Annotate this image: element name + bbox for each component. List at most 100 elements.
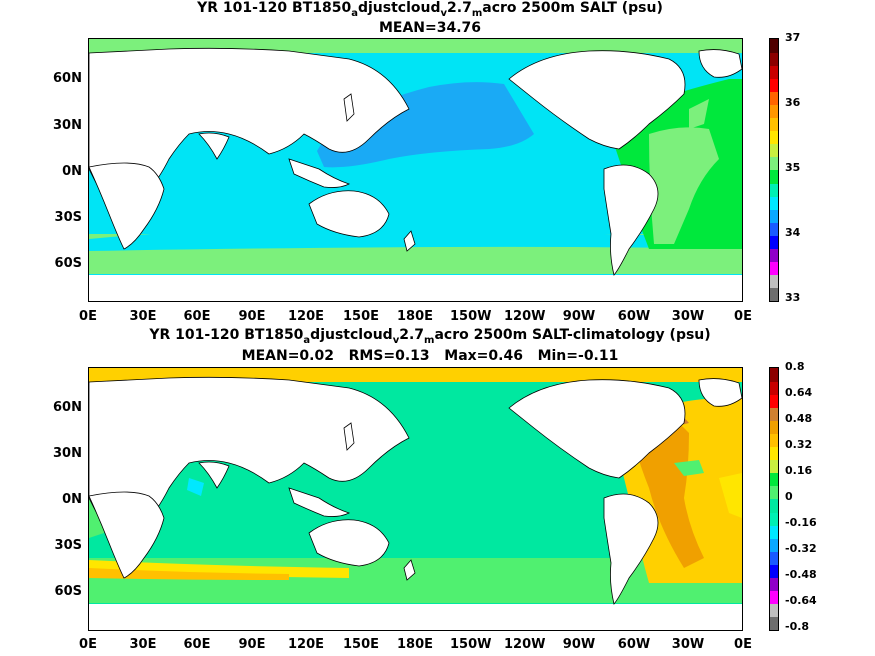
panel2-lon-90e: 90E: [238, 637, 266, 652]
colorbar-segment: [770, 564, 778, 579]
panel2-land: [89, 376, 742, 605]
panel2-lat-0n: 0N: [62, 492, 82, 507]
colorbar-segment: [770, 274, 778, 289]
colorbar-segment: [770, 590, 778, 605]
colorbar-tick-label: 0: [785, 490, 793, 503]
colorbar-segment: [770, 459, 778, 474]
panel1-lat-30n: 30N: [53, 118, 82, 133]
colorbar-segment: [770, 209, 778, 223]
panel1-lat-60n: 60N: [53, 71, 82, 86]
colorbar-segment: [770, 368, 778, 382]
colorbar-segment: [770, 183, 778, 197]
colorbar-segment: [770, 170, 778, 184]
panel2-lon-120w: 120W: [504, 637, 546, 652]
panel2-lon-180e: 180E: [396, 637, 434, 652]
panel1-lon-60e: 60E: [183, 309, 211, 324]
colorbar-segment: [770, 261, 778, 276]
colorbar-segment: [770, 420, 778, 434]
panel2-lon-30w: 30W: [671, 637, 705, 652]
panel2-lon-60e: 60E: [183, 637, 211, 652]
panel1-title: YR 101-120 BT1850adjustcloudv2.7macro 25…: [197, 0, 663, 19]
colorbar-tick-label: 0.48: [785, 412, 813, 425]
panel2-lon-60w: 60W: [617, 637, 651, 652]
panel1-map: [88, 38, 743, 302]
colorbar-segment: [770, 65, 778, 79]
colorbar-tick-label: 35: [785, 161, 801, 174]
colorbar-segment: [770, 433, 778, 448]
panel2-lon-0e: 0E: [79, 637, 97, 652]
colorbar-tick-label: 0.16: [785, 464, 813, 477]
panel1-stats: MEAN=34.76: [378, 20, 482, 36]
panel1-colorbar: [769, 38, 779, 302]
panel1-lat-60s: 60S: [54, 256, 82, 271]
panel1-lon-90e: 90E: [238, 309, 266, 324]
colorbar-segment: [770, 485, 778, 500]
colorbar-segment: [770, 248, 778, 263]
colorbar-segment: [770, 551, 778, 565]
panel2-map: [88, 367, 743, 631]
colorbar-segment: [770, 156, 778, 171]
colorbar-tick-label: 34: [785, 226, 801, 239]
colorbar-segment: [770, 407, 778, 421]
panel2-lat-30s: 30S: [54, 538, 82, 553]
panel1-lon-120e: 120E: [287, 309, 325, 324]
panel1-antarctica: [89, 275, 742, 301]
colorbar-segment: [770, 52, 778, 66]
colorbar-tick-label: -0.8: [785, 620, 810, 633]
colorbar-tick-label: 37: [785, 31, 801, 44]
panel2-lon-120e: 120E: [287, 637, 325, 652]
colorbar-segment: [770, 603, 778, 618]
panel1-land: [89, 47, 742, 276]
colorbar-segment: [770, 525, 778, 539]
panel1-lat-30s: 30S: [54, 210, 82, 225]
panel1-lon-150w: 150W: [450, 309, 492, 324]
panel2-lon-0e-end: 0E: [734, 637, 752, 652]
colorbar-segment: [770, 39, 778, 53]
panel1-lon-30e: 30E: [129, 309, 157, 324]
colorbar-segment: [770, 616, 778, 631]
panel2-lat-30n: 30N: [53, 446, 82, 461]
panel2-lon-30e: 30E: [129, 637, 157, 652]
colorbar-segment: [770, 472, 778, 487]
panel1-lon-120w: 120W: [504, 309, 546, 324]
panel2-title: YR 101-120 BT1850adjustcloudv2.7macro 25…: [149, 327, 711, 346]
colorbar-segment: [770, 538, 778, 552]
colorbar-tick-label: 36: [785, 96, 801, 109]
colorbar-segment: [770, 117, 778, 132]
colorbar-tick-label: 33: [785, 291, 801, 304]
colorbar-segment: [770, 512, 778, 526]
colorbar-segment: [770, 104, 778, 119]
panel1-lat-0n: 0N: [62, 164, 82, 179]
colorbar-segment: [770, 235, 778, 250]
colorbar-segment: [770, 196, 778, 210]
colorbar-tick-label: 0.64: [785, 386, 813, 399]
panel2-colorbar: [769, 367, 779, 631]
colorbar-tick-label: 0.8: [785, 360, 805, 373]
panel1-north-pacific: [317, 82, 534, 168]
colorbar-tick-label: -0.48: [785, 568, 817, 581]
panel2-lat-60s: 60S: [54, 584, 82, 599]
colorbar-tick-label: 0.32: [785, 438, 813, 451]
colorbar-segment: [770, 287, 778, 302]
colorbar-tick-label: -0.32: [785, 542, 817, 555]
colorbar-segment: [770, 143, 778, 158]
panel2-lon-90w: 90W: [562, 637, 596, 652]
panel2-antarctica: [89, 604, 742, 630]
colorbar-segment: [770, 91, 778, 105]
panel1-lon-0e-end: 0E: [734, 309, 752, 324]
panel1-lon-180e: 180E: [396, 309, 434, 324]
colorbar-segment: [770, 394, 778, 408]
colorbar-segment: [770, 446, 778, 461]
colorbar-segment: [770, 78, 778, 92]
panel1-lon-60w: 60W: [617, 309, 651, 324]
panel1-lon-30w: 30W: [671, 309, 705, 324]
panel2-stats: MEAN=0.02 RMS=0.13 Max=0.46 Min=-0.11: [241, 348, 619, 364]
panel1-lon-0e: 0E: [79, 309, 97, 324]
colorbar-segment: [770, 499, 778, 513]
panel2-lat-60n: 60N: [53, 400, 82, 415]
colorbar-segment: [770, 130, 778, 145]
panel2-lon-150w: 150W: [450, 637, 492, 652]
panel1-lon-150e: 150E: [342, 309, 380, 324]
colorbar-tick-label: -0.16: [785, 516, 817, 529]
colorbar-segment: [770, 577, 778, 592]
